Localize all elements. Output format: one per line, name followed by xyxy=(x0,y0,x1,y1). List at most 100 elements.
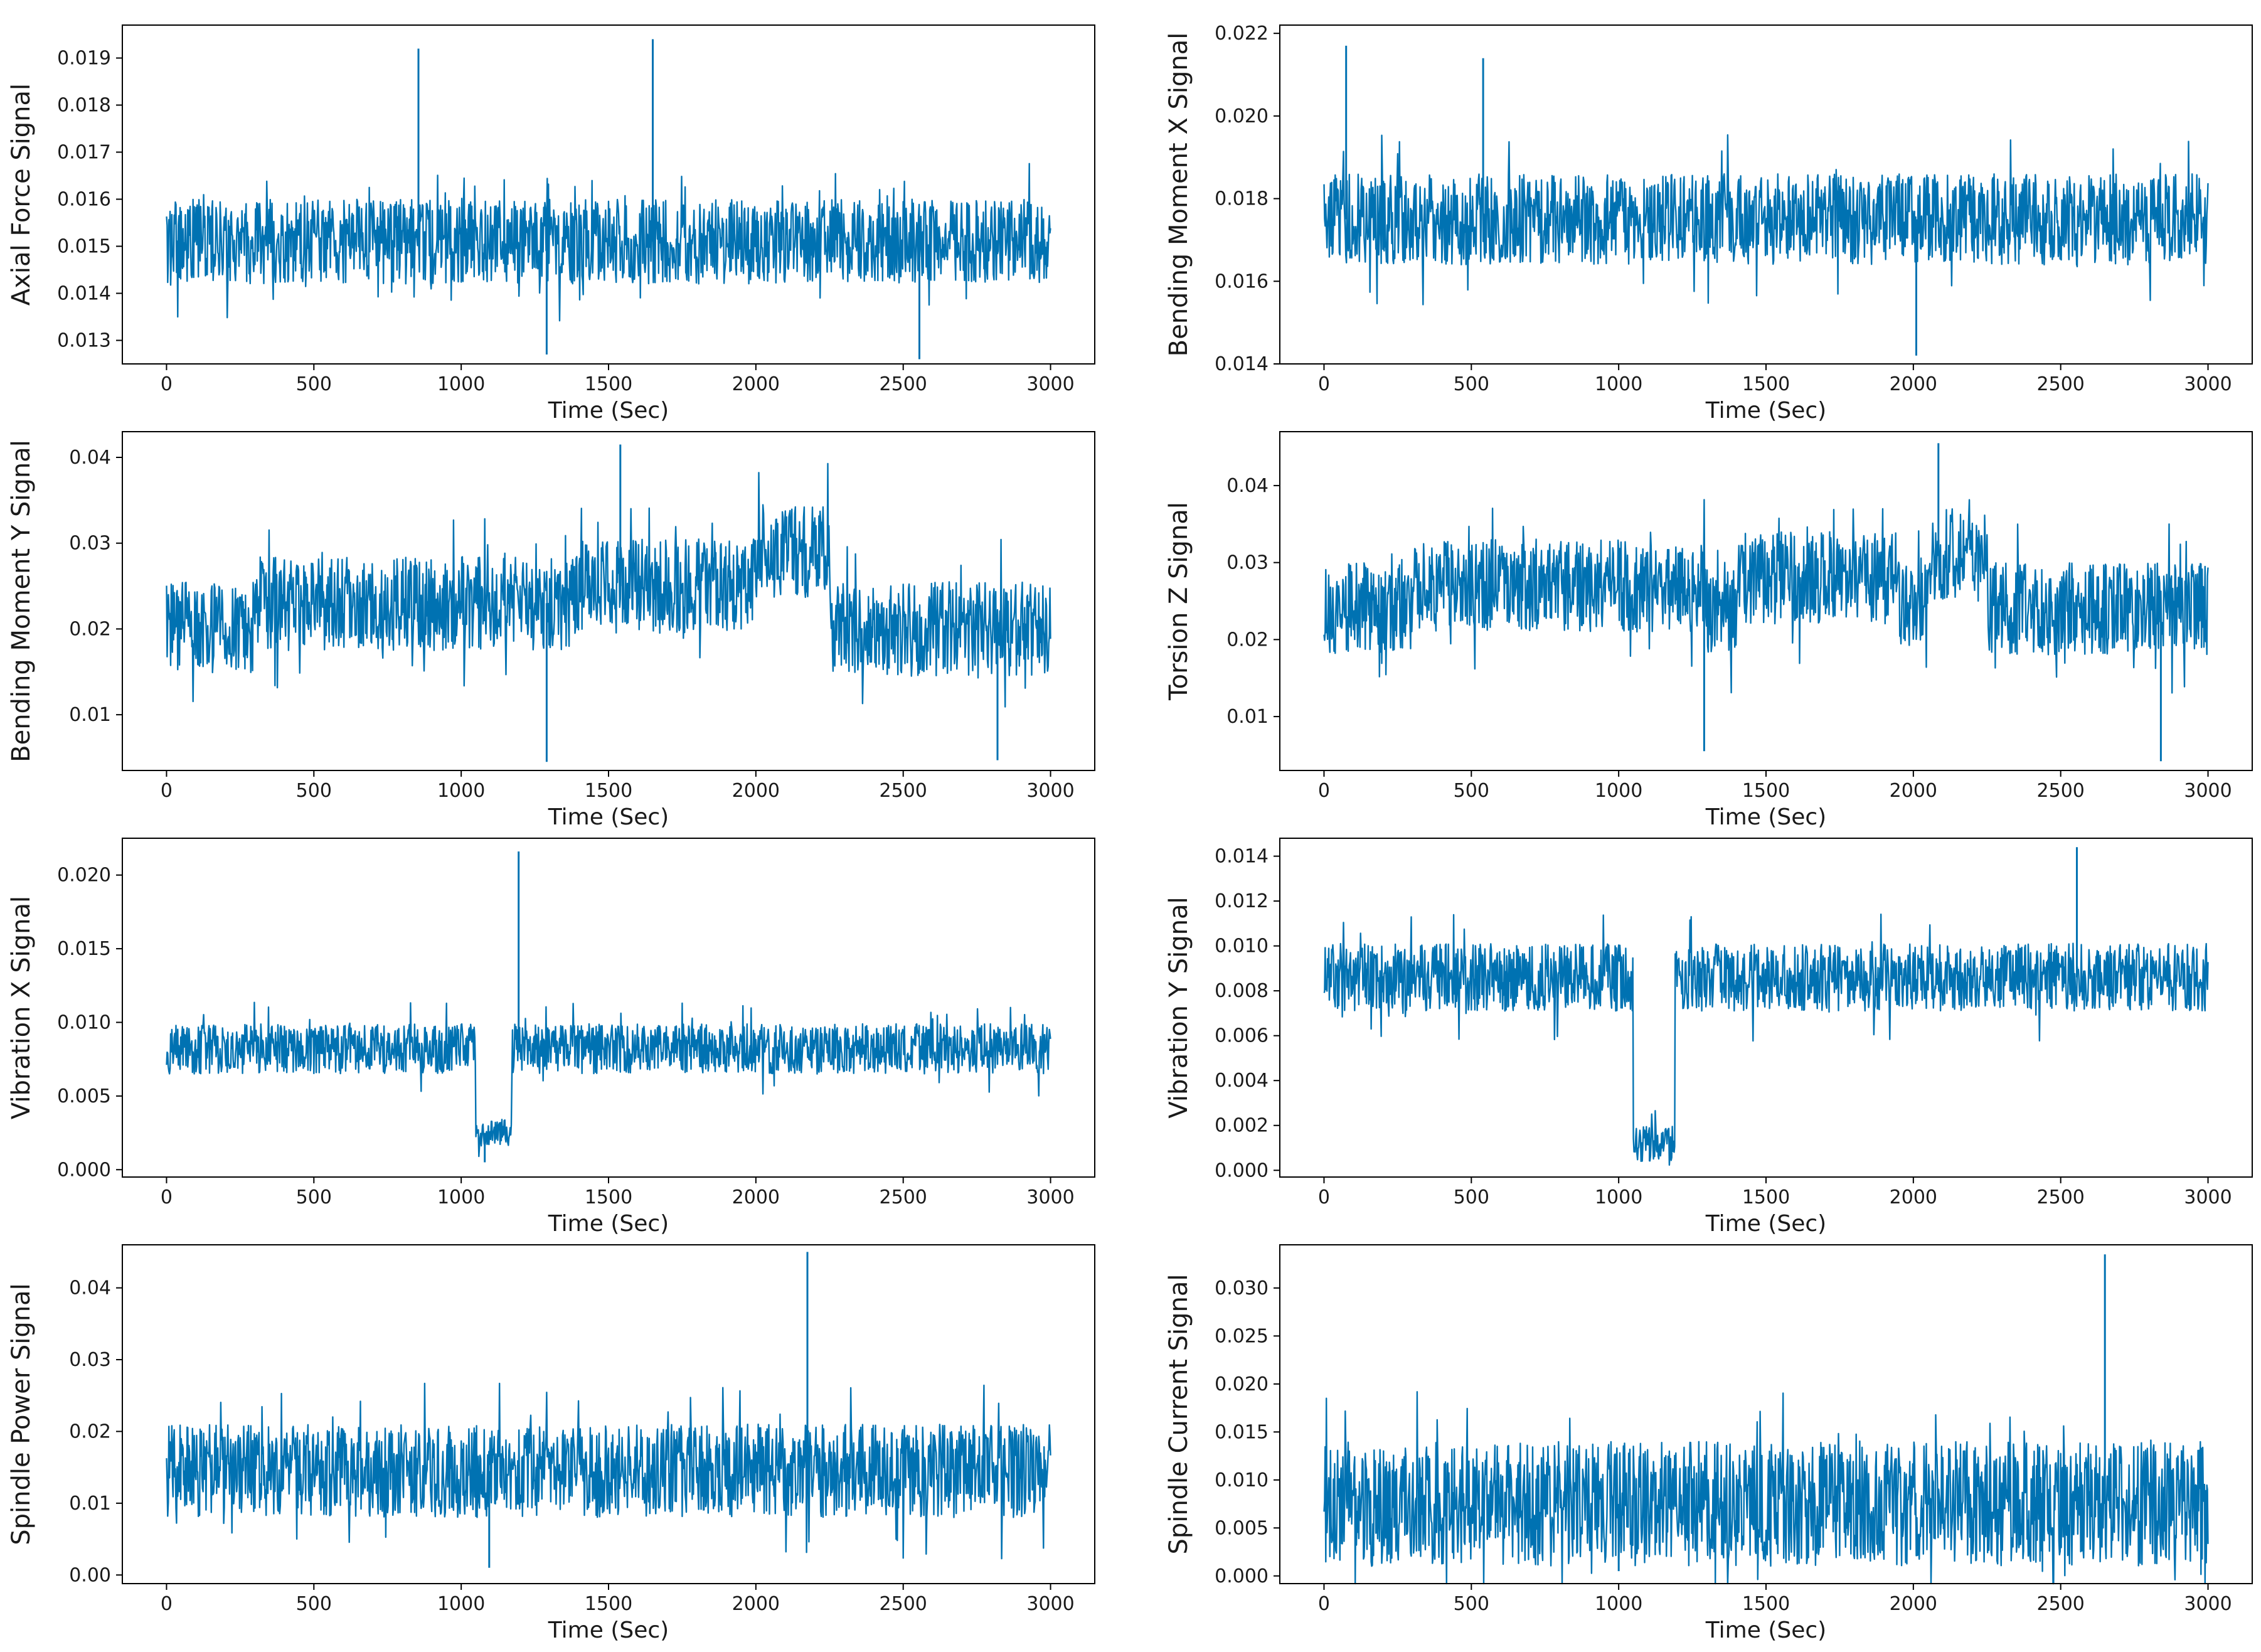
x-tick-label: 500 xyxy=(1454,373,1489,395)
x-tick-label: 1500 xyxy=(585,1593,632,1615)
x-tick-label: 500 xyxy=(296,780,332,802)
x-tick-label: 2000 xyxy=(1890,373,1937,395)
y-tick-label: 0.03 xyxy=(69,533,111,555)
subplot-1: 0 500 1000 1500 2000 2500 3000 0.013 0.014 0.015 0… xyxy=(7,24,1095,424)
x-tick-label: 3000 xyxy=(1026,373,1074,395)
x-tick-label: 0 xyxy=(161,780,173,802)
subplot-8: 0 500 1000 1500 2000 2500 3000 0.000 0.005 0.010 0… xyxy=(1164,1244,2253,1643)
x-axis-label: Time (Sec) xyxy=(548,398,669,424)
subplot-3: 0 500 1000 1500 2000 2500 3000 0.01 0.02 0.03 0.04… xyxy=(7,431,1095,830)
x-tick-label: 2500 xyxy=(2037,780,2085,802)
x-tick-label: 1500 xyxy=(1742,1186,1790,1208)
x-tick-label: 2500 xyxy=(880,1593,927,1615)
x-tick-label: 3000 xyxy=(1026,1593,1074,1615)
x-tick-label: 1000 xyxy=(1595,780,1642,802)
x-tick-label: 2500 xyxy=(880,1186,927,1208)
x-tick-label: 1500 xyxy=(585,780,632,802)
series-line-3 xyxy=(166,462,1051,708)
y-tick-label: 0.002 xyxy=(1215,1115,1269,1137)
x-tick-label: 1500 xyxy=(1742,1593,1790,1615)
y-tick-label: 0.016 xyxy=(1215,270,1269,292)
x-tick-label: 3000 xyxy=(1026,1186,1074,1208)
y-tick-label: 0.008 xyxy=(1215,980,1269,1002)
x-tick-label: 3000 xyxy=(2184,780,2232,802)
y-tick-label: 0.030 xyxy=(1215,1277,1269,1299)
x-tick-label: 0 xyxy=(1318,373,1330,395)
y-tick-label: 0.04 xyxy=(69,447,111,469)
subplot-7: 0 500 1000 1500 2000 2500 3000 0.00 0.01 0.02 0.03… xyxy=(7,1244,1095,1643)
x-tick-label: 1500 xyxy=(1742,780,1790,802)
series-line-7 xyxy=(166,1382,1051,1560)
x-tick-label: 1500 xyxy=(1742,373,1790,395)
y-tick-label: 0.020 xyxy=(1215,1373,1269,1395)
x-tick-label: 2500 xyxy=(880,373,927,395)
x-tick-label: 2000 xyxy=(1890,1593,1937,1615)
x-tick-label: 0 xyxy=(1318,1593,1330,1615)
x-tick-label: 2000 xyxy=(732,1593,780,1615)
x-tick-label: 0 xyxy=(161,1186,173,1208)
x-tick-label: 0 xyxy=(1318,1186,1330,1208)
y-tick-label: 0.000 xyxy=(57,1159,111,1181)
x-tick-label: 2000 xyxy=(732,780,780,802)
y-axis-label: Bending Moment Y Signal xyxy=(7,440,36,762)
y-tick-label: 0.03 xyxy=(1226,552,1269,574)
y-tick-label: 0.04 xyxy=(69,1277,111,1299)
x-tick-label: 1000 xyxy=(1595,1593,1642,1615)
y-tick-label: 0.000 xyxy=(1215,1565,1269,1587)
x-axis-label: Time (Sec) xyxy=(548,1617,669,1643)
y-axis-label: Axial Force Signal xyxy=(7,83,36,306)
y-axis-label: Vibration X Signal xyxy=(7,896,36,1119)
y-axis-label: Bending Moment X Signal xyxy=(1164,33,1193,357)
y-tick-label: 0.014 xyxy=(1215,846,1269,868)
x-tick-label: 2000 xyxy=(1890,780,1937,802)
y-tick-label: 0.02 xyxy=(1226,629,1269,651)
x-tick-label: 1000 xyxy=(1595,373,1642,395)
x-tick-label: 1000 xyxy=(437,1593,485,1615)
subplot-4: 0 500 1000 1500 2000 2500 3000 0.01 0.02 0.03 0.04… xyxy=(1164,431,2253,830)
y-tick-label: 0.005 xyxy=(1215,1517,1269,1539)
subplot-5: 0 500 1000 1500 2000 2500 3000 0.000 0.005 0.010 0… xyxy=(7,838,1095,1237)
x-tick-label: 2000 xyxy=(732,373,780,395)
x-tick-label: 3000 xyxy=(2184,373,2232,395)
x-tick-label: 500 xyxy=(296,1593,332,1615)
x-tick-label: 2000 xyxy=(1890,1186,1937,1208)
y-tick-label: 0.025 xyxy=(1215,1325,1269,1347)
y-tick-label: 0.01 xyxy=(69,1493,111,1515)
x-tick-label: 2000 xyxy=(732,1186,780,1208)
x-tick-label: 1500 xyxy=(585,373,632,395)
x-axis-label: Time (Sec) xyxy=(1705,1617,1826,1643)
y-tick-label: 0.00 xyxy=(69,1564,111,1586)
x-tick-label: 500 xyxy=(296,1186,332,1208)
x-tick-label: 2500 xyxy=(2037,1186,2085,1208)
y-tick-label: 0.010 xyxy=(1215,935,1269,957)
series-line-1 xyxy=(166,163,1051,322)
x-tick-label: 1000 xyxy=(1595,1186,1642,1208)
x-axis-label: Time (Sec) xyxy=(548,804,669,830)
y-tick-label: 0.022 xyxy=(1215,23,1269,45)
x-tick-label: 3000 xyxy=(1026,780,1074,802)
subplot-2: 0 500 1000 1500 2000 2500 3000 0.014 0.016 0.018 0… xyxy=(1164,23,2253,424)
y-axis-label: Spindle Power Signal xyxy=(7,1283,36,1545)
y-tick-label: 0.013 xyxy=(57,330,111,352)
y-tick-label: 0.015 xyxy=(1215,1421,1269,1443)
x-tick-label: 3000 xyxy=(2184,1593,2232,1615)
y-tick-label: 0.016 xyxy=(57,189,111,211)
series-line-4 xyxy=(1323,499,2209,694)
y-tick-label: 0.01 xyxy=(69,704,111,726)
x-tick-label: 1000 xyxy=(437,373,485,395)
subplot-6: 0 500 1000 1500 2000 2500 3000 0.000 0.002 0.004 0… xyxy=(1164,838,2253,1237)
x-tick-label: 500 xyxy=(1454,1186,1489,1208)
y-tick-label: 0.015 xyxy=(57,938,111,960)
y-tick-label: 0.012 xyxy=(1215,890,1269,912)
x-tick-label: 2500 xyxy=(2037,373,2085,395)
y-axis-label: Spindle Current Signal xyxy=(1164,1274,1193,1555)
x-tick-label: 2500 xyxy=(880,780,927,802)
y-tick-label: 0.018 xyxy=(57,95,111,117)
x-tick-label: 0 xyxy=(161,373,173,395)
y-tick-label: 0.005 xyxy=(57,1085,111,1107)
series-line-5 xyxy=(166,1001,1051,1158)
y-tick-label: 0.019 xyxy=(57,48,111,70)
x-tick-label: 0 xyxy=(1318,780,1330,802)
y-tick-label: 0.020 xyxy=(1215,105,1269,127)
